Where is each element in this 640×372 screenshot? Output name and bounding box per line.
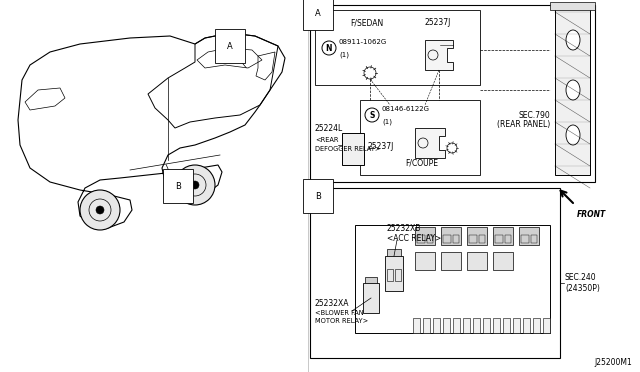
Circle shape	[80, 190, 120, 230]
Text: <REAR: <REAR	[315, 137, 339, 143]
Bar	[503, 318, 510, 333]
Bar	[533, 318, 540, 333]
Text: A: A	[227, 42, 233, 51]
Bar	[493, 227, 513, 245]
Text: MOTOR RELAY>: MOTOR RELAY>	[315, 318, 368, 324]
Polygon shape	[425, 40, 453, 70]
Bar	[427, 235, 433, 243]
Bar	[310, 188, 560, 358]
Bar	[531, 235, 537, 243]
Circle shape	[96, 206, 104, 214]
Text: F/COUPE: F/COUPE	[405, 158, 438, 167]
Text: A: A	[315, 9, 321, 17]
Bar	[555, 7, 590, 175]
Bar	[550, 2, 595, 10]
Bar	[493, 318, 500, 333]
Bar	[387, 249, 401, 256]
Bar	[519, 227, 539, 245]
Bar	[360, 100, 480, 175]
Text: 25232XB: 25232XB	[387, 224, 421, 232]
Bar	[433, 318, 440, 333]
Text: 08146-6122G: 08146-6122G	[382, 106, 430, 112]
Ellipse shape	[566, 30, 580, 50]
Bar	[441, 227, 461, 245]
Polygon shape	[415, 128, 445, 158]
Ellipse shape	[566, 80, 580, 100]
Bar	[365, 277, 377, 283]
Circle shape	[191, 181, 199, 189]
Text: N: N	[326, 44, 332, 52]
Text: FRONT: FRONT	[577, 210, 606, 219]
Text: 25237J: 25237J	[368, 142, 394, 151]
Circle shape	[175, 165, 215, 205]
Bar	[505, 235, 511, 243]
Bar	[385, 256, 403, 291]
Bar	[543, 318, 550, 333]
Circle shape	[365, 108, 379, 122]
Text: 25237J: 25237J	[425, 18, 451, 27]
Text: F/SEDAN: F/SEDAN	[350, 18, 383, 27]
Text: DEFOGGER RELAY>: DEFOGGER RELAY>	[315, 146, 381, 152]
Bar	[363, 283, 379, 313]
Bar	[355, 225, 550, 333]
Bar	[413, 318, 420, 333]
Bar	[493, 252, 513, 270]
Bar	[483, 318, 490, 333]
Bar	[521, 235, 529, 243]
Text: S: S	[369, 110, 374, 119]
Text: B: B	[315, 192, 321, 201]
Bar	[467, 227, 487, 245]
Bar	[395, 269, 401, 281]
Bar	[495, 235, 503, 243]
Text: (1): (1)	[382, 118, 392, 125]
Bar	[423, 318, 430, 333]
Text: 08911-1062G: 08911-1062G	[339, 39, 387, 45]
Text: <ACC RELAY>: <ACC RELAY>	[387, 234, 441, 243]
Ellipse shape	[566, 125, 580, 145]
Bar	[342, 133, 364, 165]
Bar	[315, 10, 480, 85]
Bar	[453, 318, 460, 333]
Text: (1): (1)	[339, 51, 349, 58]
Bar	[441, 252, 461, 270]
Bar	[310, 5, 595, 182]
Bar	[443, 318, 450, 333]
Text: <BLOWER FAN: <BLOWER FAN	[315, 310, 364, 316]
Bar	[417, 235, 425, 243]
Bar	[513, 318, 520, 333]
Text: (24350P): (24350P)	[565, 283, 600, 292]
Text: 25232XA: 25232XA	[315, 298, 349, 308]
Text: B: B	[175, 182, 181, 190]
Bar	[453, 235, 459, 243]
Text: 25224L: 25224L	[315, 124, 343, 133]
Text: SEC.790: SEC.790	[518, 110, 550, 119]
Bar	[415, 252, 435, 270]
Text: SEC.240: SEC.240	[565, 273, 596, 282]
Text: (REAR PANEL): (REAR PANEL)	[497, 119, 550, 128]
Bar	[443, 235, 451, 243]
Bar	[387, 269, 393, 281]
Bar	[415, 227, 435, 245]
Circle shape	[322, 41, 336, 55]
Text: J25200M1: J25200M1	[595, 358, 632, 367]
Bar	[473, 318, 480, 333]
Bar	[469, 235, 477, 243]
Bar	[463, 318, 470, 333]
Bar	[523, 318, 530, 333]
Bar	[479, 235, 485, 243]
Bar	[467, 252, 487, 270]
